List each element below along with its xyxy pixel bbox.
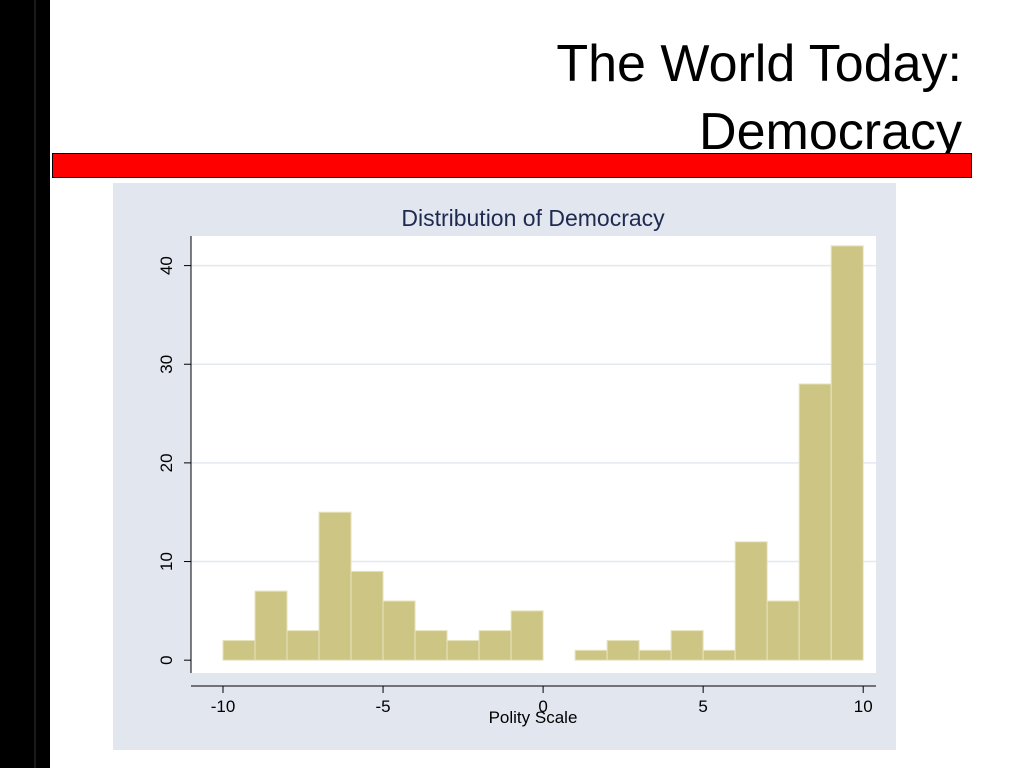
histogram-bar (254, 590, 288, 661)
histogram-bar (510, 610, 544, 661)
slide-title-line-2: Democracy (699, 103, 962, 161)
x-tick-label: 5 (698, 697, 707, 716)
y-tick-label: 30 (157, 355, 176, 374)
bars (222, 245, 864, 661)
histogram-bar (478, 630, 512, 661)
axes: 0 10 20 30 40 -10 -5 0 5 10 (157, 236, 876, 716)
x-tick-label: -5 (375, 697, 390, 716)
y-tick-label: 40 (157, 256, 176, 275)
left-bar-stripe (34, 0, 36, 768)
slide-title: The World Today: Democracy (262, 30, 962, 166)
title-accent-bar (52, 153, 972, 178)
histogram-bar (670, 630, 704, 661)
histogram-bar (638, 649, 672, 661)
left-decorative-bar (0, 0, 50, 768)
histogram-bar (446, 639, 480, 661)
histogram-bar (798, 383, 832, 661)
x-axis-label: Polity Scale (489, 708, 578, 727)
histogram-bar (286, 630, 320, 661)
histogram-chart: Distribution of Democracy 0 10 20 30 40 -10 -5… (157, 205, 876, 727)
x-tick-label: 10 (854, 697, 873, 716)
y-tick-label: 0 (157, 655, 176, 664)
histogram-bar (702, 649, 736, 661)
histogram-bar (830, 245, 864, 661)
histogram-bar (574, 649, 608, 661)
histogram-bar (350, 570, 384, 661)
histogram-bar (766, 600, 800, 661)
histogram-bar (382, 600, 416, 661)
histogram-bar (318, 511, 352, 661)
histogram-bar (734, 541, 768, 661)
slide-title-line-1: The World Today: (556, 35, 962, 93)
histogram-bar (222, 639, 256, 661)
chart-panel: Distribution of Democracy 0 10 20 30 40 -10 -5… (113, 183, 896, 750)
y-tick-label: 10 (157, 552, 176, 571)
x-tick-label: 0 (538, 697, 547, 716)
histogram-bar (414, 630, 448, 661)
histogram-bar (606, 639, 640, 661)
x-tick-label: -10 (211, 697, 236, 716)
y-tick-label: 20 (157, 453, 176, 472)
chart-title: Distribution of Democracy (401, 205, 665, 231)
